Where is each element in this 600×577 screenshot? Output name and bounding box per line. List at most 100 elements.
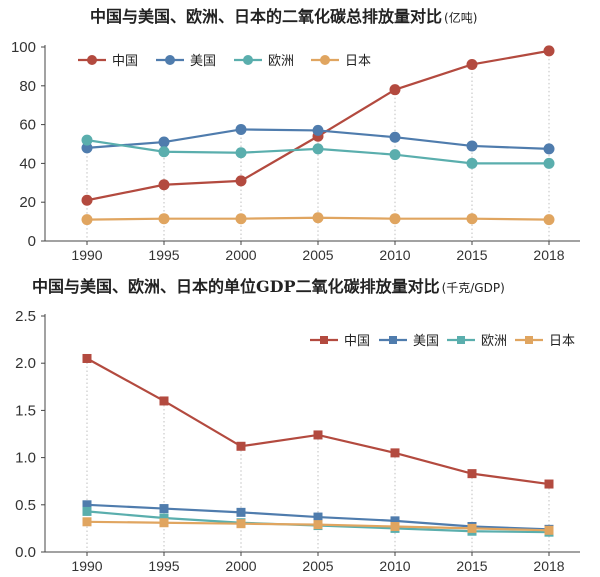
data-point [389,84,401,96]
data-point [312,212,324,224]
chart-title: 中国与美国、欧洲、日本的二氧化碳总排放量对比 (亿吨) [90,7,477,26]
chart-title: 中国与美国、欧洲、日本的单位GDP二氧化碳排放量对比 (千克/GDP) [32,277,505,296]
legend-label: 美国 [190,54,216,69]
x-tick-label: 1995 [148,558,179,574]
y-tick-label: 60 [19,117,36,134]
data-point [466,157,478,169]
legend-label: 欧洲 [481,334,507,349]
x-tick-label: 2010 [379,247,410,263]
data-point [82,353,92,363]
data-point [158,213,170,225]
data-point [81,134,93,146]
y-tick-label: 0.0 [15,544,36,561]
legend-item: 日本 [311,54,371,69]
y-tick-label: 2.5 [15,308,36,325]
legend-item: 欧洲 [447,334,507,349]
y-tick-label: 2.0 [15,355,36,372]
data-point [390,516,400,526]
data-point [159,518,169,528]
data-point [466,213,478,225]
data-point [159,513,169,523]
x-tick-label: 1995 [148,247,179,263]
legend-item: 中国 [78,54,138,69]
legend-label: 美国 [413,334,439,349]
data-point [467,523,477,533]
series-3 [81,134,555,169]
data-point [158,136,170,148]
x-tick-label: 2005 [302,558,333,574]
legend-label: 中国 [344,334,370,349]
legend-item: 中国 [310,334,370,349]
chart-2: 中国与美国、欧洲、日本的单位GDP二氧化碳排放量对比 (千克/GDP) 0.0 0.5… [15,277,580,574]
x-tick-label: 2018 [533,558,564,574]
data-point [159,396,169,406]
data-point [389,149,401,161]
data-point [389,131,401,143]
series-1 [82,353,554,489]
data-point [82,517,92,527]
legend-item: 美国 [379,334,439,349]
legend-swatch-marker [525,336,533,344]
data-point [236,507,246,517]
data-point [389,213,401,225]
chart-title-text: 中国与美国、欧洲、日本的单位GDP二氧化碳排放量对比 [32,277,440,296]
data-point [235,147,247,159]
data-point [81,194,93,206]
y-tick-label: 80 [19,78,36,95]
data-point [235,213,247,225]
x-tick-label: 2000 [225,558,256,574]
legend-item: 欧洲 [234,54,294,69]
data-point [544,525,554,535]
series-4 [82,517,554,535]
y-tick-label: 40 [19,155,36,172]
y-tick-label: 0 [28,233,36,250]
data-point [81,142,93,154]
x-tick-label: 2015 [456,558,487,574]
x-tick-label: 2010 [379,558,410,574]
data-point [158,179,170,191]
legend-label: 中国 [112,54,138,69]
data-point [543,214,555,226]
data-point [390,448,400,458]
data-point [390,522,400,532]
x-tick-label: 2000 [225,247,256,263]
y-tick-label: 1.0 [15,450,36,467]
y-tick-label: 20 [19,194,36,211]
data-point [543,45,555,57]
data-point [543,157,555,169]
legend-swatch-marker [243,55,253,65]
data-point [82,506,92,516]
legend-label: 日本 [549,334,575,349]
data-point [236,519,246,529]
legend: 中国 美国 欧洲 日本 [78,54,371,69]
data-point [312,124,324,136]
data-point [236,441,246,451]
series-2 [81,123,555,155]
data-point [466,58,478,70]
legend-item: 日本 [515,334,575,349]
y-tick-label: 100 [11,39,36,56]
chart-unit-label: (千克/GDP) [442,281,505,295]
legend-swatch-marker [87,55,97,65]
data-point [466,140,478,152]
data-point [543,143,555,155]
data-point [158,146,170,158]
data-point [313,430,323,440]
x-tick-label: 2018 [533,247,564,263]
legend-item: 美国 [156,54,216,69]
x-tick-label: 2015 [456,247,487,263]
legend-swatch-marker [320,336,328,344]
y-tick-label: 1.5 [15,402,36,419]
chart-title-text: 中国与美国、欧洲、日本的二氧化碳总排放量对比 [90,7,442,26]
legend: 中国 美国 欧洲 日本 [310,334,575,349]
legend-label: 欧洲 [268,54,294,69]
data-point [235,175,247,187]
data-point [313,512,323,522]
x-tick-label: 1990 [71,558,102,574]
legend-label: 日本 [345,54,371,69]
chart-1: 中国与美国、欧洲、日本的二氧化碳总排放量对比 (亿吨) 0 20 40 60 80 100 19… [11,7,580,263]
legend-swatch-marker [457,336,465,344]
series-line [86,357,550,486]
series-4 [81,212,555,226]
